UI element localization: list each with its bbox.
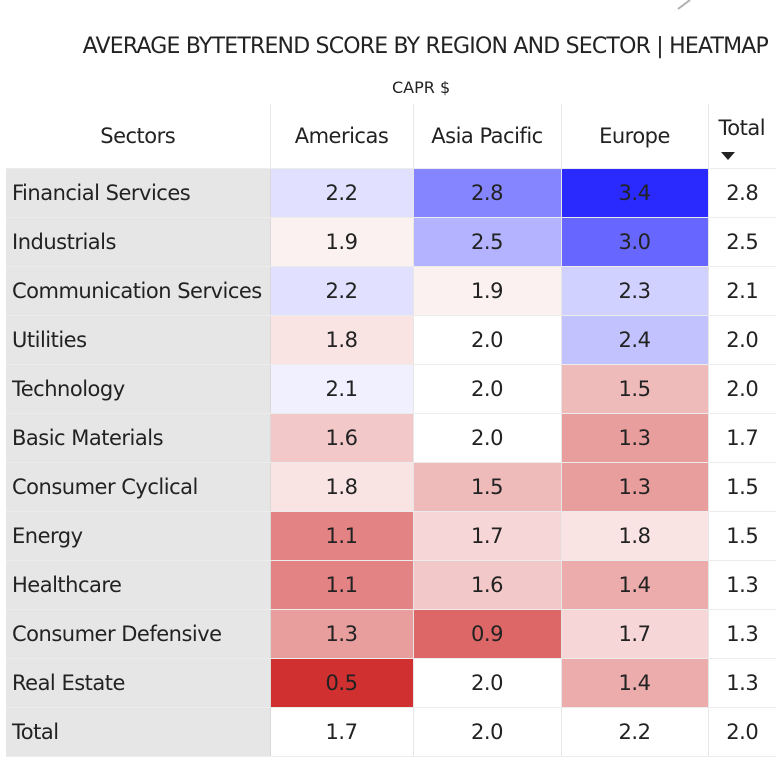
row-total-healthcare: 1.3 [708,560,776,610]
total-row: Total 1.7 2.0 2.2 2.0 [6,707,776,757]
heatmap-cell-healthcare-europe: 1.4 [561,560,709,610]
heatmap-cell-consumer-cyclical-americas: 1.8 [270,462,414,512]
heatmap-cell-energy-asia-pacific: 1.7 [413,511,562,561]
table-row: Energy 1.1 1.7 1.8 1.5 [6,511,776,561]
row-label-utilities: Utilities [6,315,271,365]
heatmap-cell-communication-services-asia-pacific: 1.9 [413,266,562,316]
row-total-communication-services: 2.1 [708,266,776,316]
heatmap-cell-utilities-europe: 2.4 [561,315,709,365]
heatmap-cell-consumer-cyclical-asia-pacific: 1.5 [413,462,562,512]
row-label-total: Total [6,707,271,757]
heatmap-cell-communication-services-europe: 2.3 [561,266,709,316]
table-row: Basic Materials 1.6 2.0 1.3 1.7 [6,413,776,463]
row-total-technology: 2.0 [708,364,776,414]
heatmap-cell-technology-asia-pacific: 2.0 [413,364,562,414]
row-total-financial-services: 2.8 [708,168,776,218]
heatmap-cell-utilities-americas: 1.8 [270,315,414,365]
row-label-consumer-defensive: Consumer Defensive [6,609,271,659]
row-total-energy: 1.5 [708,511,776,561]
row-label-healthcare: Healthcare [6,560,271,610]
sort-descending-icon [720,152,735,160]
heatmap-cell-financial-services-asia-pacific: 2.8 [413,168,562,218]
heatmap-cell-basic-materials-americas: 1.6 [270,413,414,463]
grand-total: 2.0 [708,707,776,757]
column-header-europe[interactable]: Europe [561,104,709,169]
heatmap-cell-financial-services-americas: 2.2 [270,168,414,218]
heatmap-cell-energy-americas: 1.1 [270,511,414,561]
heatmap-cell-consumer-cyclical-europe: 1.3 [561,462,709,512]
table-row: Financial Services 2.2 2.8 3.4 2.8 [6,168,776,218]
column-total-asia-pacific: 2.0 [413,707,562,757]
heatmap-cell-utilities-asia-pacific: 2.0 [413,315,562,365]
table-row: Technology 2.1 2.0 1.5 2.0 [6,364,776,414]
table-row: Healthcare 1.1 1.6 1.4 1.3 [6,560,776,610]
row-label-communication-services: Communication Services [6,266,271,316]
heatmap-cell-consumer-defensive-asia-pacific: 0.9 [413,609,562,659]
table-row: Utilities 1.8 2.0 2.4 2.0 [6,315,776,365]
table-row: Consumer Cyclical 1.8 1.5 1.3 1.5 [6,462,776,512]
heatmap-cell-technology-europe: 1.5 [561,364,709,414]
heatmap-cell-energy-europe: 1.8 [561,511,709,561]
chart-subtitle: CAPR $ [392,78,451,97]
heatmap-cell-consumer-defensive-americas: 1.3 [270,609,414,659]
heatmap-cell-real-estate-americas: 0.5 [270,658,414,708]
column-header-americas[interactable]: Americas [270,104,414,169]
row-label-consumer-cyclical: Consumer Cyclical [6,462,271,512]
row-total-consumer-defensive: 1.3 [708,609,776,659]
header-row: Sectors Americas Asia Pacific Europe Tot… [6,104,776,169]
heatmap-cell-industrials-europe: 3.0 [561,217,709,267]
row-label-industrials: Industrials [6,217,271,267]
heatmap-cell-industrials-asia-pacific: 2.5 [413,217,562,267]
row-total-real-estate: 1.3 [708,658,776,708]
table-row: Real Estate 0.5 2.0 1.4 1.3 [6,658,776,708]
table-row: Consumer Defensive 1.3 0.9 1.7 1.3 [6,609,776,659]
table-row: Communication Services 2.2 1.9 2.3 2.1 [6,266,776,316]
heatmap-cell-healthcare-americas: 1.1 [270,560,414,610]
table-row: Industrials 1.9 2.5 3.0 2.5 [6,217,776,267]
heatmap-cell-technology-americas: 2.1 [270,364,414,414]
row-label-technology: Technology [6,364,271,414]
row-label-financial-services: Financial Services [6,168,271,218]
row-total-basic-materials: 1.7 [708,413,776,463]
column-header-total[interactable]: Total [708,104,776,169]
heatmap-cell-communication-services-americas: 2.2 [270,266,414,316]
heatmap-cell-real-estate-asia-pacific: 2.0 [413,658,562,708]
row-total-utilities: 2.0 [708,315,776,365]
heatmap-cell-basic-materials-europe: 1.3 [561,413,709,463]
heatmap-cell-real-estate-europe: 1.4 [561,658,709,708]
row-label-real-estate: Real Estate [6,658,271,708]
column-total-americas: 1.7 [270,707,414,757]
column-total-europe: 2.2 [561,707,709,757]
heatmap-cell-consumer-defensive-europe: 1.7 [561,609,709,659]
row-label-energy: Energy [6,511,271,561]
row-label-basic-materials: Basic Materials [6,413,271,463]
heatmap-table: Sectors Americas Asia Pacific Europe Tot… [6,104,776,757]
row-total-industrials: 2.5 [708,217,776,267]
column-header-asia-pacific[interactable]: Asia Pacific [413,104,562,169]
row-total-consumer-cyclical: 1.5 [708,462,776,512]
heatmap-cell-industrials-americas: 1.9 [270,217,414,267]
column-header-sectors[interactable]: Sectors [6,104,271,169]
pencil-icon[interactable] [676,0,696,10]
heatmap-cell-healthcare-asia-pacific: 1.6 [413,560,562,610]
heatmap-cell-basic-materials-asia-pacific: 2.0 [413,413,562,463]
heatmap-cell-financial-services-europe: 3.4 [561,168,709,218]
